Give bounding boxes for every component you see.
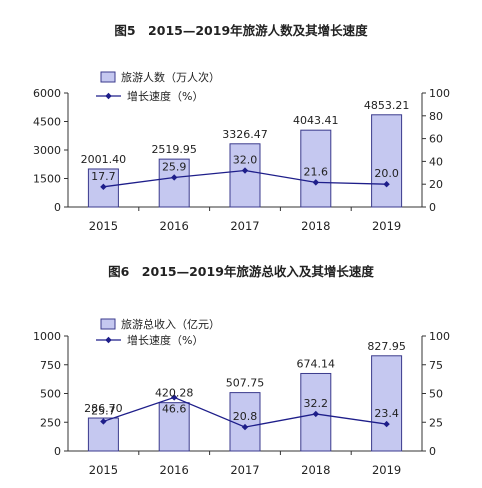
bar: [371, 355, 403, 452]
legend-bar-label: 旅游人数（万人次）: [121, 70, 220, 84]
growth-value-label: 32.2: [304, 397, 329, 410]
growth-point: [100, 418, 107, 425]
growth-point: [383, 420, 390, 428]
bar: [229, 143, 261, 208]
y-left-tick-label: 750: [40, 359, 61, 372]
data-labels: 286.70 420.28 507.75 674.14 827.95 25.7 46.6 20…: [84, 340, 406, 423]
growth-value-label: 20.8: [233, 410, 258, 423]
bar-value-label: 2001.40: [81, 153, 127, 166]
chart-title: 图5 2015—2019年旅游人数及其增长速度: [114, 23, 368, 38]
growth-value-label: 21.6: [304, 165, 329, 178]
y-left-tick-label: 0: [54, 201, 61, 214]
growth-point: [312, 410, 319, 418]
x-tick-label: 2018: [301, 219, 330, 233]
y-right-tick-label: 50: [429, 388, 443, 401]
y-left-tick-label: 6000: [33, 87, 61, 100]
axes: 0 250 500 750 1000 0 25 50 75 100 2015 2016 2017 2018…: [33, 330, 450, 477]
bar: [300, 129, 332, 208]
y-left-tick-label: 250: [40, 416, 61, 429]
y-right-tick-label: 100: [429, 330, 450, 343]
x-tick-label: 2015: [89, 219, 118, 233]
axes: 0 1500 3000 4500 6000 0 20 40 60 80 100 2015 2016 201…: [33, 87, 450, 233]
growth-point: [100, 183, 107, 191]
x-tick-label: 2017: [230, 463, 259, 477]
y-left-tick-label: 0: [54, 445, 61, 458]
bar: [158, 158, 190, 208]
y-right-tick-label: 25: [429, 416, 443, 429]
growth-point: [383, 181, 390, 188]
bar-value-label: 4043.41: [293, 114, 339, 127]
x-tick-label: 2016: [160, 463, 189, 477]
growth-value-label: 23.4: [374, 407, 399, 420]
growth-point: [312, 179, 319, 186]
bar-value-label: 827.95: [367, 340, 406, 353]
x-tick-label: 2019: [372, 463, 401, 477]
y-left-tick-label: 3000: [33, 144, 61, 157]
bar-value-label: 420.28: [155, 387, 194, 400]
x-tick-label: 2017: [230, 219, 259, 233]
chart-title: 图6 2015—2019年旅游总收入及其增长速度: [108, 264, 374, 279]
bar: [158, 402, 190, 452]
growth-point: [241, 423, 249, 431]
legend: 旅游总收入（亿元） 增长速度（%）: [96, 317, 220, 347]
bar: [371, 114, 403, 208]
bar: [229, 392, 261, 452]
y-right-tick-label: 60: [429, 133, 443, 146]
y-left-tick-label: 4500: [33, 116, 61, 129]
legend-line-label: 增长速度（%）: [127, 89, 203, 103]
legend-bar-label: 旅游总收入（亿元）: [121, 317, 220, 331]
growth-value-label: 17.7: [91, 170, 116, 183]
y-left-tick-label: 1000: [33, 330, 61, 343]
growth-value-label: 25.9: [162, 160, 187, 173]
growth-line-series: [100, 167, 390, 191]
data-labels: 2001.40 2519.95 3326.47 4043.41 4853.21 17.7 2…: [81, 99, 410, 183]
growth-value-label: 20.0: [374, 167, 399, 180]
legend-line-marker: [105, 336, 112, 344]
bar-series: [87, 114, 403, 208]
legend-bar-swatch: [100, 318, 116, 330]
y-right-tick-label: 40: [429, 155, 443, 168]
legend-line-label: 增长速度（%）: [127, 333, 203, 347]
y-right-tick-label: 0: [429, 445, 436, 458]
x-tick-label: 2018: [301, 463, 330, 477]
bar-value-label: 674.14: [297, 357, 336, 370]
y-left-tick-label: 500: [40, 388, 61, 401]
y-left-tick-label: 1500: [33, 173, 61, 186]
bar-value-label: 4853.21: [364, 99, 410, 112]
bar-series: [87, 355, 403, 452]
legend-line-marker: [105, 92, 112, 100]
growth-point: [241, 167, 249, 174]
bar-value-label: 286.70: [84, 402, 123, 415]
legend: 旅游人数（万人次） 增长速度（%）: [96, 70, 220, 103]
y-right-tick-label: 0: [429, 201, 436, 214]
growth-value-label: 32.0: [233, 154, 258, 167]
chart-revenue: 图6 2015—2019年旅游总收入及其增长速度 旅游总收入（亿元） 增长速度（…: [33, 264, 450, 477]
x-tick-label: 2015: [89, 463, 118, 477]
bar-value-label: 2519.95: [151, 143, 197, 156]
growth-value-label: 25.7: [91, 404, 116, 417]
y-right-tick-label: 75: [429, 359, 443, 372]
y-right-tick-label: 100: [429, 87, 450, 100]
x-tick-label: 2016: [160, 219, 189, 233]
growth-line-series: [100, 394, 390, 431]
growth-point: [171, 394, 178, 401]
growth-point: [171, 174, 178, 181]
bar-value-label: 3326.47: [222, 128, 268, 141]
y-right-tick-label: 80: [429, 110, 443, 123]
growth-value-label: 46.6: [162, 402, 187, 415]
chart-visitors: 图5 2015—2019年旅游人数及其增长速度 旅游人数（万人次） 增长速度（%…: [33, 23, 450, 233]
y-right-tick-label: 20: [429, 178, 443, 191]
bar-value-label: 507.75: [226, 377, 265, 390]
legend-bar-swatch: [100, 71, 116, 83]
x-tick-label: 2019: [372, 219, 401, 233]
